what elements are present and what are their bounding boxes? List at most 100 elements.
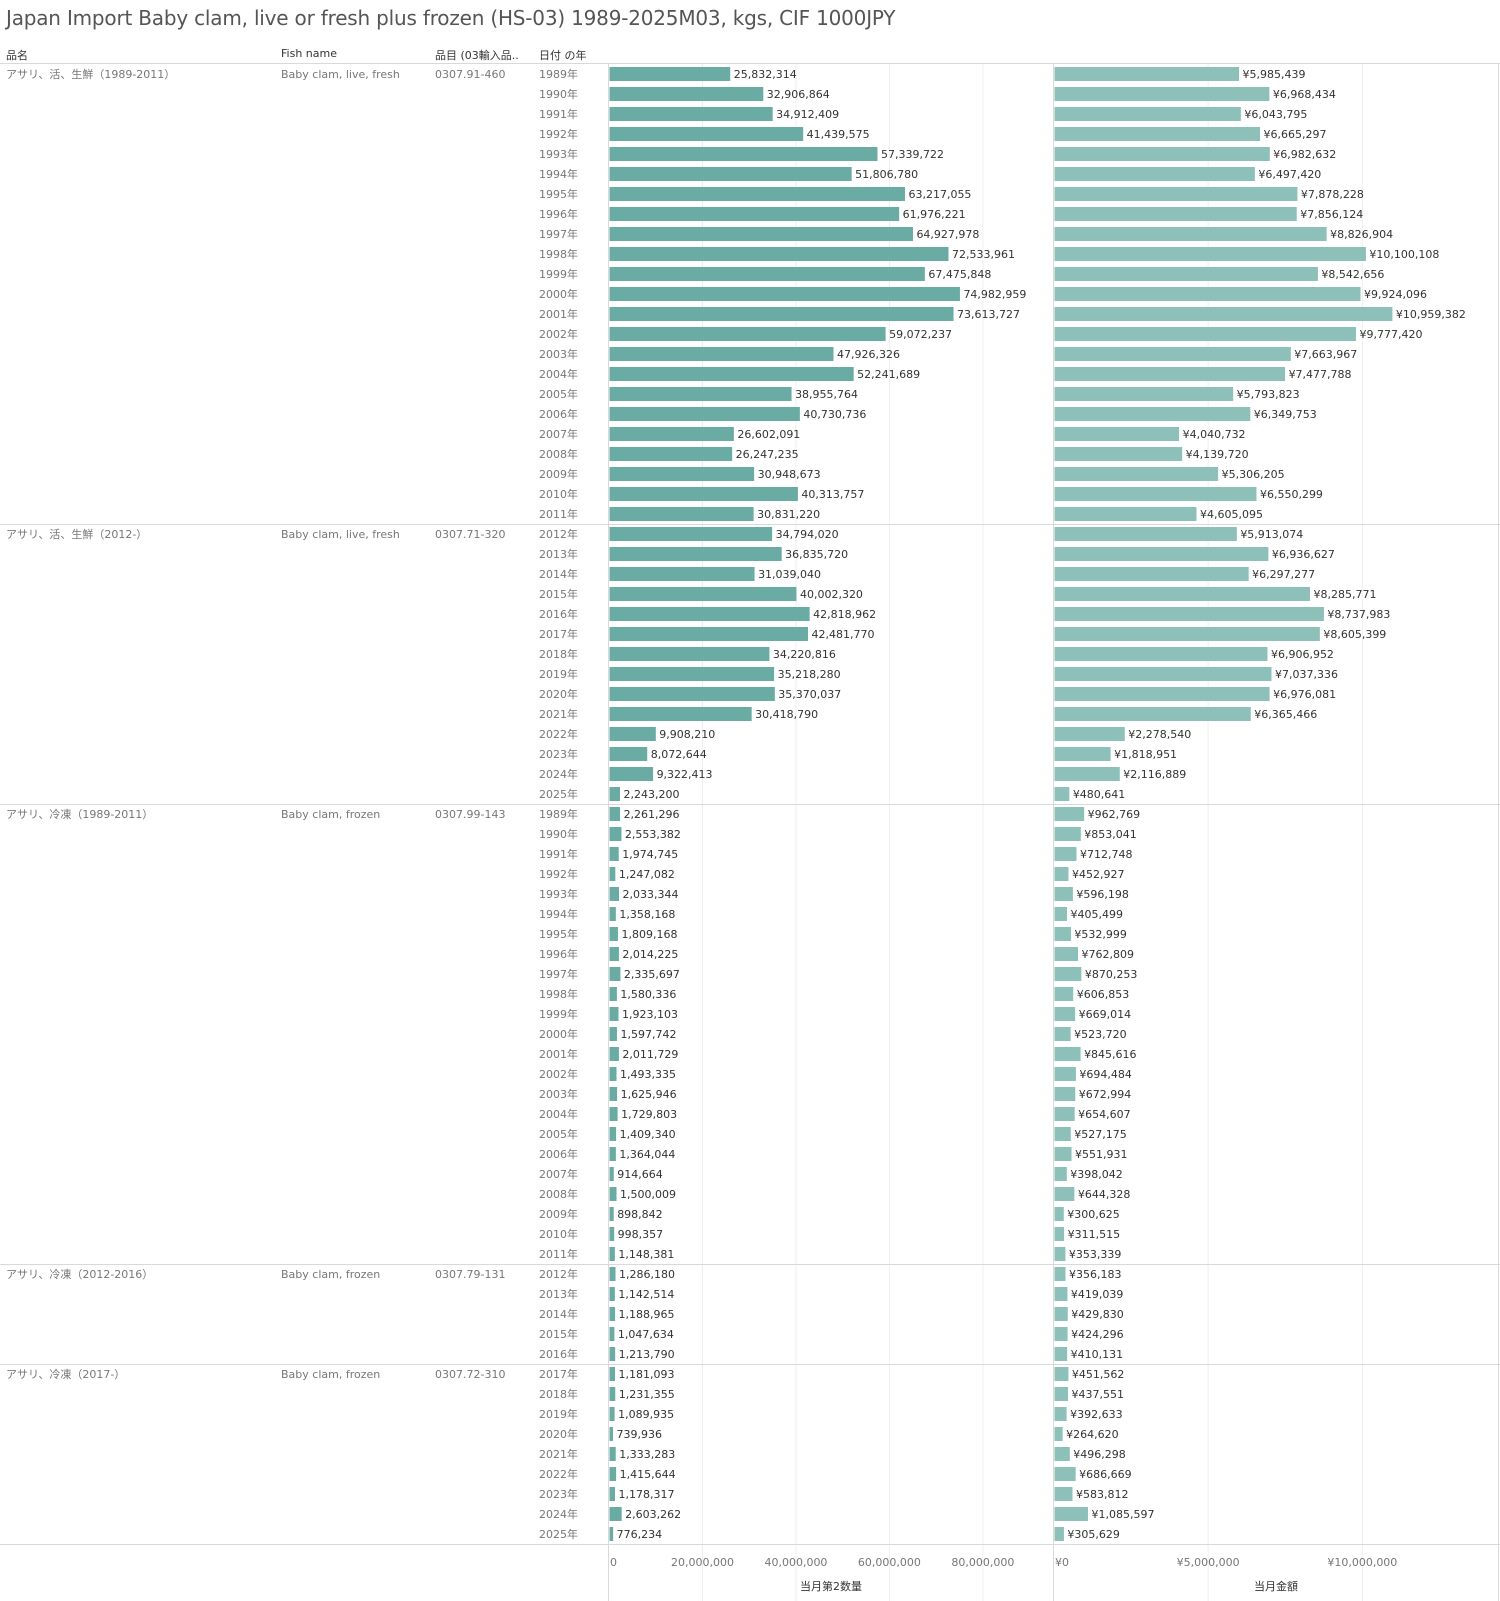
header-product-name[interactable]: 品名 bbox=[6, 49, 28, 62]
year-label: 2010年 bbox=[539, 1227, 578, 1241]
quantity-data-label: 32,906,864 bbox=[767, 88, 830, 101]
quantity-bar bbox=[609, 307, 954, 321]
quantity-bar bbox=[609, 1407, 615, 1421]
quantity-bar bbox=[609, 387, 792, 401]
value-data-label: ¥4,139,720 bbox=[1186, 448, 1249, 461]
value-bar bbox=[1054, 1047, 1081, 1061]
year-label: 2013年 bbox=[539, 547, 578, 561]
value-bar bbox=[1054, 1347, 1068, 1361]
value-data-label: ¥4,040,732 bbox=[1183, 428, 1246, 441]
quantity-data-label: 9,322,413 bbox=[657, 768, 713, 781]
value-bar bbox=[1054, 1007, 1076, 1021]
value-data-label: ¥5,913,074 bbox=[1240, 528, 1303, 541]
quantity-data-label: 1,047,634 bbox=[618, 1328, 674, 1341]
quantity-data-label: 1,729,803 bbox=[621, 1108, 677, 1121]
item-code-label: 0307.79-131 bbox=[435, 1268, 505, 1281]
value-bar bbox=[1054, 1407, 1067, 1421]
value-data-label: ¥686,669 bbox=[1079, 1468, 1132, 1481]
value-data-label: ¥305,629 bbox=[1067, 1528, 1120, 1541]
header-item-code[interactable]: 品目 (03輸入品.. bbox=[435, 49, 519, 62]
header-year[interactable]: 日付 の年 bbox=[539, 49, 587, 62]
quantity-bar bbox=[609, 1027, 617, 1041]
value-data-label: ¥644,328 bbox=[1078, 1188, 1131, 1201]
value-data-label: ¥451,562 bbox=[1072, 1368, 1125, 1381]
item-code-label: 0307.72-310 bbox=[435, 1368, 505, 1381]
quantity-bar bbox=[609, 1047, 619, 1061]
quantity-data-label: 73,613,727 bbox=[957, 308, 1020, 321]
value-bar bbox=[1054, 367, 1286, 381]
quantity-data-label: 1,625,946 bbox=[621, 1088, 677, 1101]
quantity-bar bbox=[609, 587, 797, 601]
value-data-label: ¥10,959,382 bbox=[1396, 308, 1466, 321]
value-bar bbox=[1054, 167, 1255, 181]
item-code-label: 0307.91-460 bbox=[435, 68, 505, 81]
value-data-label: ¥437,551 bbox=[1071, 1388, 1124, 1401]
value-bar bbox=[1054, 647, 1268, 661]
value-data-label: ¥596,198 bbox=[1076, 888, 1129, 901]
value-data-label: ¥669,014 bbox=[1079, 1008, 1132, 1021]
quantity-bar bbox=[609, 467, 755, 481]
quantity-bar bbox=[609, 1107, 618, 1121]
value-data-label: ¥6,043,795 bbox=[1244, 108, 1307, 121]
product-label: アサリ、冷凍（2017-） bbox=[6, 1368, 125, 1381]
quantity-bar bbox=[609, 707, 752, 721]
value-bar bbox=[1054, 187, 1298, 201]
quantity-data-label: 42,818,962 bbox=[813, 608, 876, 621]
value-data-label: ¥8,737,983 bbox=[1327, 608, 1390, 621]
year-label: 2003年 bbox=[539, 1087, 578, 1101]
quantity-data-label: 30,831,220 bbox=[757, 508, 820, 521]
year-label: 1992年 bbox=[539, 127, 578, 141]
value-bar bbox=[1054, 87, 1270, 101]
value-bar bbox=[1054, 1027, 1071, 1041]
quantity-bar bbox=[609, 1447, 616, 1461]
quantity-data-label: 1,142,514 bbox=[618, 1288, 674, 1301]
value-data-label: ¥9,777,420 bbox=[1359, 328, 1422, 341]
year-label: 2016年 bbox=[539, 607, 578, 621]
year-label: 1995年 bbox=[539, 927, 578, 941]
value-bar bbox=[1054, 287, 1361, 301]
quantity-bar bbox=[609, 667, 775, 681]
value-bar bbox=[1054, 107, 1241, 121]
quantity-bar bbox=[609, 1527, 614, 1541]
value-data-label: ¥2,116,889 bbox=[1123, 768, 1186, 781]
value-data-label: ¥6,906,952 bbox=[1271, 648, 1334, 661]
quantity-bar bbox=[609, 247, 949, 261]
value-bar bbox=[1054, 507, 1197, 521]
quantity-bar bbox=[609, 187, 905, 201]
value-data-label: ¥6,665,297 bbox=[1264, 128, 1327, 141]
quantity-bar bbox=[609, 827, 622, 841]
year-label: 2019年 bbox=[539, 1407, 578, 1421]
value-data-label: ¥10,100,108 bbox=[1369, 248, 1439, 261]
quantity-data-label: 59,072,237 bbox=[889, 328, 952, 341]
year-label: 2016年 bbox=[539, 1347, 578, 1361]
value-bar bbox=[1054, 1307, 1068, 1321]
value-data-label: ¥7,663,967 bbox=[1294, 348, 1357, 361]
quantity-bar bbox=[609, 127, 804, 141]
quantity-bar bbox=[609, 1007, 619, 1021]
value-bar bbox=[1054, 907, 1068, 921]
value-bar bbox=[1054, 567, 1249, 581]
quantity-bar bbox=[609, 1207, 614, 1221]
value-bar bbox=[1054, 307, 1393, 321]
value-data-label: ¥8,826,904 bbox=[1330, 228, 1393, 241]
quantity-data-label: 26,247,235 bbox=[736, 448, 799, 461]
value-bar bbox=[1054, 687, 1270, 701]
quantity-bar bbox=[609, 567, 755, 581]
quantity-data-label: 898,842 bbox=[617, 1208, 663, 1221]
value-bar bbox=[1054, 747, 1111, 761]
value-data-label: ¥694,484 bbox=[1079, 1068, 1132, 1081]
year-label: 2009年 bbox=[539, 467, 578, 481]
value-bar bbox=[1054, 1147, 1072, 1161]
quantity-data-label: 34,220,816 bbox=[773, 648, 836, 661]
year-label: 1997年 bbox=[539, 227, 578, 241]
value-data-label: ¥496,298 bbox=[1073, 1448, 1126, 1461]
value-bar bbox=[1054, 1087, 1076, 1101]
value-data-label: ¥7,856,124 bbox=[1300, 208, 1363, 221]
value-bar bbox=[1054, 987, 1074, 1001]
year-label: 2014年 bbox=[539, 1307, 578, 1321]
header-fish-name[interactable]: Fish name bbox=[281, 47, 337, 60]
year-label: 1994年 bbox=[539, 907, 578, 921]
quantity-bar bbox=[609, 167, 852, 181]
value-bar bbox=[1054, 487, 1257, 501]
year-label: 2015年 bbox=[539, 587, 578, 601]
